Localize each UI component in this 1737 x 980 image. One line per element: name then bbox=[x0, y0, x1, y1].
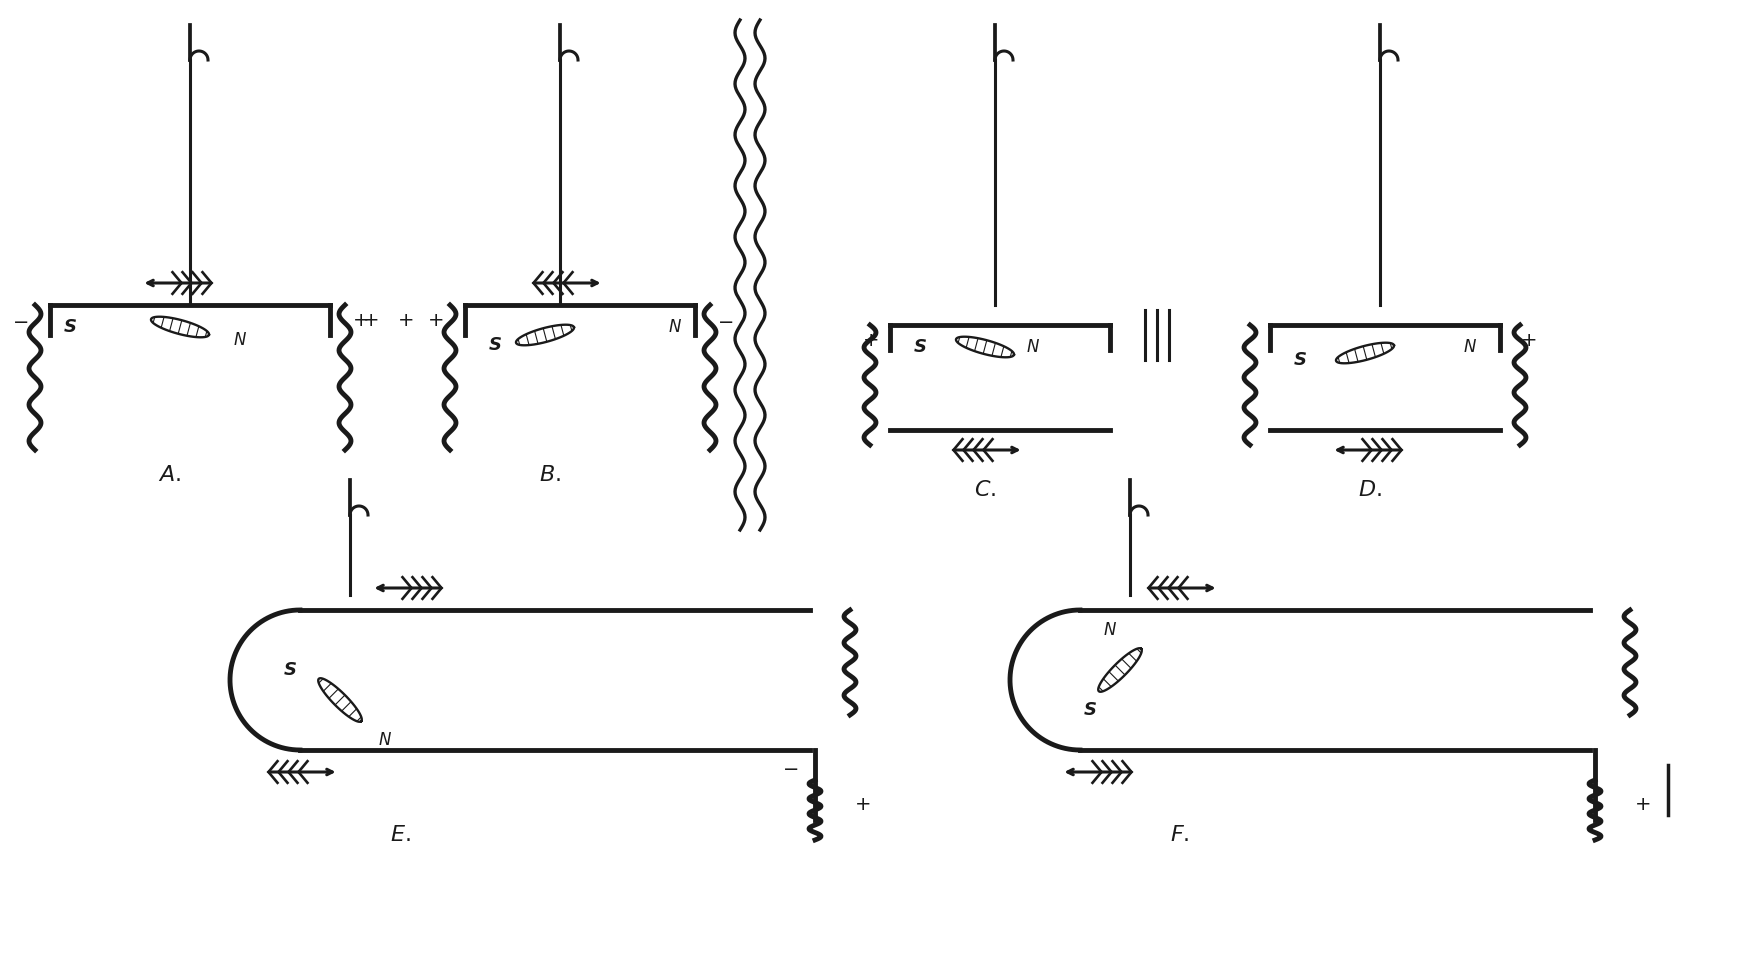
Text: $-$: $-$ bbox=[717, 311, 733, 329]
Polygon shape bbox=[1098, 648, 1141, 692]
Text: N: N bbox=[1027, 338, 1039, 356]
Polygon shape bbox=[516, 324, 573, 345]
Text: $A.$: $A.$ bbox=[158, 465, 182, 485]
Text: $F.$: $F.$ bbox=[1171, 825, 1190, 845]
Text: $-$: $-$ bbox=[782, 759, 797, 777]
Text: $B.$: $B.$ bbox=[538, 465, 561, 485]
Text: $+$: $+$ bbox=[353, 311, 368, 329]
Text: $E.$: $E.$ bbox=[389, 825, 410, 845]
Text: N: N bbox=[669, 318, 681, 336]
Text: S: S bbox=[488, 336, 502, 354]
Text: N: N bbox=[379, 731, 391, 749]
Text: $+$: $+$ bbox=[862, 330, 879, 350]
Text: S: S bbox=[1294, 351, 1306, 369]
Text: $+$: $+$ bbox=[361, 311, 379, 329]
Text: $+$: $+$ bbox=[1635, 796, 1650, 814]
Polygon shape bbox=[1336, 343, 1395, 364]
Text: $+$: $+$ bbox=[1520, 330, 1536, 350]
Text: $C.$: $C.$ bbox=[974, 480, 995, 500]
Text: $-$: $-$ bbox=[12, 311, 28, 329]
Text: S: S bbox=[914, 338, 926, 356]
Polygon shape bbox=[151, 317, 208, 337]
Text: N: N bbox=[234, 331, 247, 349]
Text: S: S bbox=[283, 661, 297, 679]
Text: S: S bbox=[1084, 701, 1096, 719]
Text: $D.$: $D.$ bbox=[1358, 480, 1383, 500]
Text: N: N bbox=[1103, 621, 1117, 639]
Polygon shape bbox=[955, 337, 1014, 358]
Text: $+$: $+$ bbox=[855, 796, 870, 814]
Text: S: S bbox=[64, 318, 76, 336]
Polygon shape bbox=[318, 678, 361, 722]
Text: $+$: $+$ bbox=[396, 311, 413, 329]
Text: $+$: $+$ bbox=[427, 311, 443, 329]
Text: N: N bbox=[1464, 338, 1476, 356]
